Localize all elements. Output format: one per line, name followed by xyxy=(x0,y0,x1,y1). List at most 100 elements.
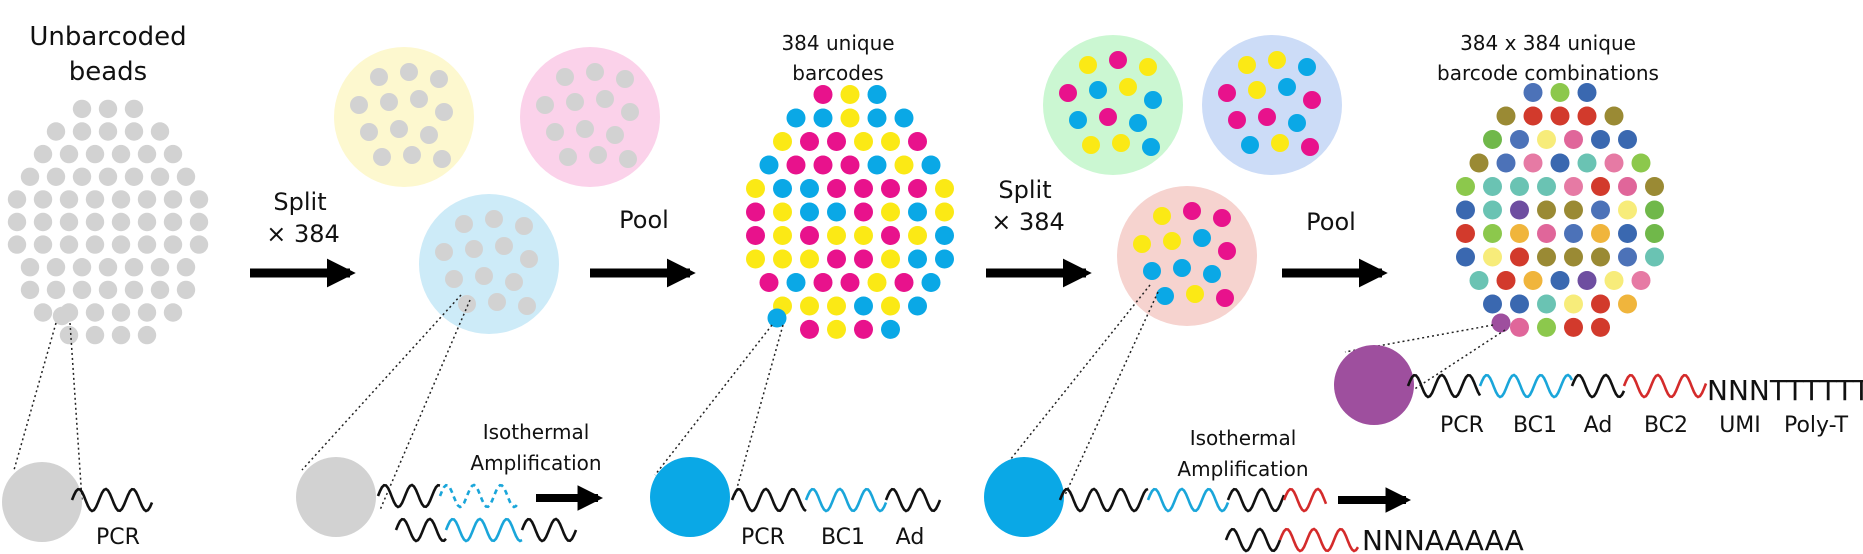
unbarcoded-bead xyxy=(176,167,196,186)
iso-label-2-line2: Amplification xyxy=(1177,457,1308,481)
bc2-strand-e xyxy=(1622,373,1708,399)
split-count-2: × 384 xyxy=(991,208,1065,236)
barcoded-bead xyxy=(881,249,900,269)
combinatorial-bead xyxy=(1591,294,1610,314)
pool-bead xyxy=(1156,287,1174,305)
unbarcoded-bead xyxy=(85,212,105,232)
combinatorial-bead xyxy=(1483,130,1502,149)
barcoded-bead xyxy=(854,179,873,198)
pool-bead xyxy=(546,123,564,141)
bc1-strand-d xyxy=(1146,487,1230,513)
unbarcoded-bead xyxy=(98,258,118,277)
unbarcoded-bead xyxy=(137,190,157,209)
unbarcoded-bead xyxy=(124,167,144,186)
pcr-complement xyxy=(394,517,447,543)
barcoded-bead xyxy=(840,273,860,292)
unbarcoded-bead xyxy=(46,122,66,141)
combinatorial-bead xyxy=(1604,106,1624,126)
pool-bead xyxy=(360,123,378,141)
barcoded-bead xyxy=(908,202,927,222)
combinatorial-bead xyxy=(1537,317,1556,337)
combinatorial-bead xyxy=(1604,271,1624,290)
barcoded-bead xyxy=(813,155,833,175)
barcoded-bead xyxy=(867,108,887,128)
barcoded-bead xyxy=(800,179,819,198)
pool-bead xyxy=(1288,114,1306,132)
pool-bead xyxy=(435,243,453,261)
selected-combinatorial-bead xyxy=(1491,313,1511,333)
combinatorial-bead xyxy=(1577,83,1597,102)
combinatorial-bead xyxy=(1496,106,1516,126)
unbarcoded-bead xyxy=(46,167,66,186)
pool-bead xyxy=(475,267,493,285)
unbarcoded-title-line2: beads xyxy=(69,57,147,87)
barcoded-bead xyxy=(773,179,792,198)
unbarcoded-bead xyxy=(111,144,131,164)
pool-bead xyxy=(515,217,533,235)
unbarcoded-bead xyxy=(124,99,144,119)
combinatorial-bead xyxy=(1550,153,1570,173)
combinatorial-bead xyxy=(1564,317,1583,337)
barcoded-bead xyxy=(908,296,927,316)
unbarcoded-bead xyxy=(163,144,183,164)
combinatorial-bead xyxy=(1564,200,1583,220)
detail-bead-final xyxy=(1334,345,1414,425)
pool-bead xyxy=(1109,51,1127,69)
barcoded-bead xyxy=(840,85,860,104)
barcoded-bead xyxy=(881,132,900,151)
zoom-line xyxy=(13,322,57,471)
combinatorial-bead xyxy=(1618,130,1637,149)
pcr-strand-b xyxy=(376,483,441,509)
pool-bead xyxy=(1193,229,1211,247)
zoom-line xyxy=(379,299,471,511)
pool-bead xyxy=(430,70,448,88)
pool-bead xyxy=(1186,285,1204,303)
pool-bead xyxy=(616,70,634,88)
unbarcoded-bead xyxy=(124,122,144,141)
unbarcoded-bead xyxy=(124,258,144,277)
barcoded-bead xyxy=(746,249,765,269)
barcoded-bead xyxy=(800,226,819,245)
combinatorial-bead xyxy=(1510,224,1529,243)
combinatorial-bead xyxy=(1618,224,1637,243)
combinatorial-bead xyxy=(1577,106,1597,126)
pool-bead xyxy=(1119,78,1137,96)
combinatorial-bead xyxy=(1564,247,1583,267)
barcoded-bead xyxy=(894,155,914,175)
pool-bead xyxy=(505,273,523,291)
barcoded-bead xyxy=(746,226,765,245)
unbarcoded-bead xyxy=(111,235,131,254)
unbarcoded-bead xyxy=(163,190,183,209)
barcoded-bead xyxy=(881,319,900,339)
unbarcoded-bead xyxy=(59,235,79,254)
barcoded-bead xyxy=(786,273,806,292)
pool-bead xyxy=(536,96,554,114)
combinatorial-bead xyxy=(1469,153,1489,173)
barcoded-bead xyxy=(854,132,873,151)
combinatorial-bead xyxy=(1523,106,1543,126)
pool-bead xyxy=(455,215,473,233)
pool-bead xyxy=(1143,262,1161,280)
combinatorial-bead xyxy=(1483,177,1502,196)
pool-bead xyxy=(520,250,538,268)
combinatorial-bead xyxy=(1523,83,1543,102)
combinatorial-bead xyxy=(1591,224,1610,243)
combinatorial-bead xyxy=(1510,317,1529,337)
unbarcoded-bead xyxy=(33,190,53,209)
combinatorial-bead xyxy=(1510,177,1529,196)
barcoded-bead xyxy=(867,273,887,292)
combinatorial-bead xyxy=(1537,224,1556,243)
pool-bead xyxy=(1203,265,1221,283)
unbarcoded-title-line1: Unbarcoded xyxy=(29,22,186,52)
segment-label-pcr-c: PCR xyxy=(1440,413,1484,438)
pool-bead xyxy=(1173,259,1191,277)
pool-bead xyxy=(458,295,476,313)
split-pools-2 xyxy=(1043,35,1342,326)
combinatorial-bead xyxy=(1577,271,1597,290)
barcoded-bead xyxy=(827,132,846,151)
combinatorial-bead xyxy=(1456,200,1475,220)
split-count-1: × 384 xyxy=(266,220,340,248)
barcoded-bead xyxy=(854,319,873,339)
unbarcoded-bead xyxy=(33,144,53,164)
combinatorial-bead xyxy=(1577,153,1597,173)
